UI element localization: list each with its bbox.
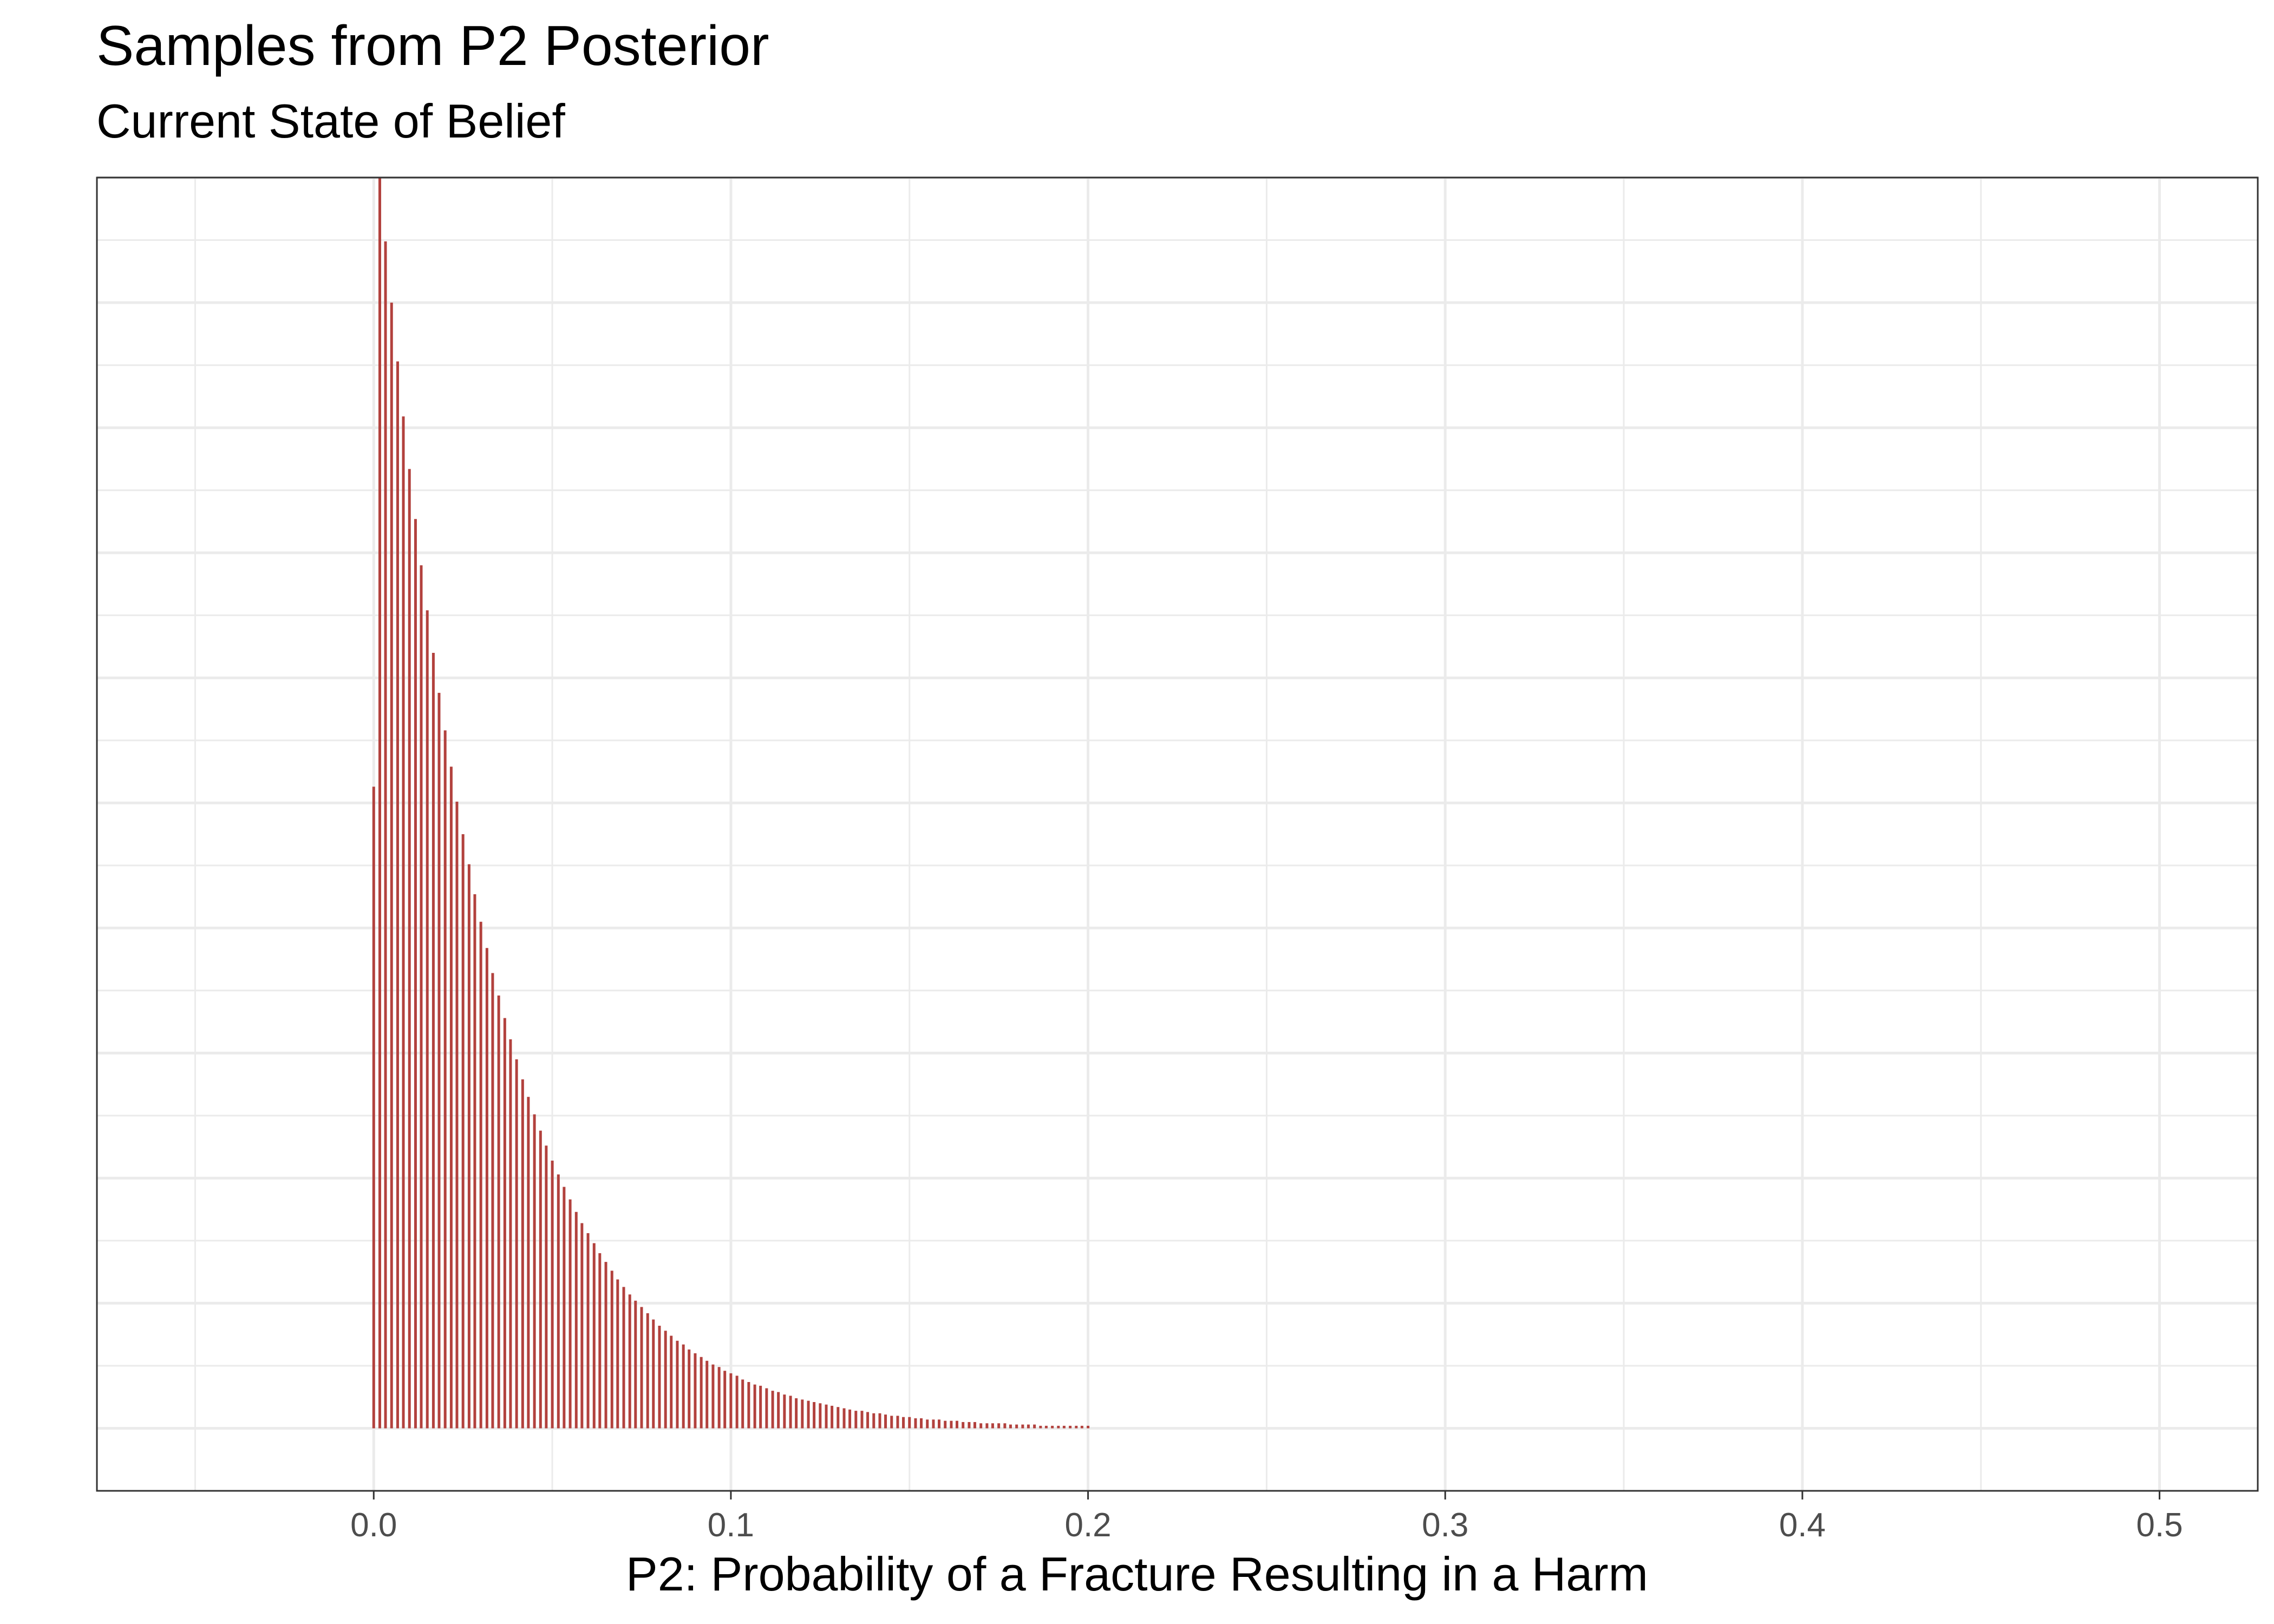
x-tick-label: 0.4 <box>1779 1507 1826 1544</box>
x-tick-label: 0.5 <box>2136 1507 2182 1544</box>
x-tick-label: 0.2 <box>1064 1507 1111 1544</box>
x-tick-label: 0.1 <box>708 1507 754 1544</box>
chart-title: Samples from P2 Posterior <box>96 15 769 77</box>
gridlines <box>97 176 2258 1491</box>
x-axis-label: P2: Probability of a Fracture Resulting … <box>626 1547 1648 1601</box>
x-tick-label: 0.3 <box>1422 1507 1468 1544</box>
x-tick-label: 0.0 <box>350 1507 397 1544</box>
x-axis: 0.0 0.1 0.2 0.3 0.4 0.5 <box>350 1491 2183 1544</box>
histogram-bars <box>372 178 1090 1429</box>
chart-subtitle: Current State of Belief <box>96 94 565 148</box>
panel-border <box>96 176 2259 1492</box>
